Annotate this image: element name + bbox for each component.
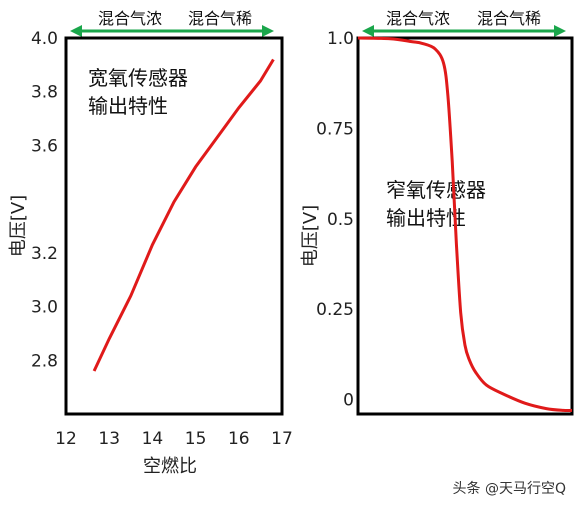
wide-series-line bbox=[92, 58, 275, 372]
narrow-y-ticks: 1.0 0.75 0.5 0.25 0 bbox=[316, 29, 354, 411]
narrow-plot-frame bbox=[356, 36, 574, 416]
watermark: 头条 @天马行空Q bbox=[453, 480, 566, 497]
wide-x-axis-label: 空燃比 bbox=[143, 456, 197, 477]
narrow-y-tick-label: 1.0 bbox=[327, 29, 354, 49]
wide-x-tick-label: 14 bbox=[142, 429, 164, 449]
narrow-y-tick-label: 0 bbox=[343, 391, 354, 411]
narrow-series-line bbox=[357, 36, 573, 413]
wide-y-ticks: 2.8 3.0 3.2 3.6 3.8 4.0 bbox=[31, 29, 58, 371]
wide-y-tick-label: 3.6 bbox=[31, 136, 58, 156]
wide-y-axis-label: 电压[V] bbox=[8, 195, 29, 257]
wide-y-tick-label: 3.0 bbox=[31, 298, 58, 318]
wide-x-tick-label: 17 bbox=[271, 429, 293, 449]
narrow-lean-label: 混合气稀 bbox=[477, 9, 541, 28]
wide-annotation-line-1: 宽氧传感器 bbox=[88, 66, 188, 90]
narrow-annotation-line-2: 输出特性 bbox=[386, 206, 466, 230]
wide-sensor-chart: 混合气浓 混合气稀 2.83.03.23.63.84.0 12 13 14 15 16 1… bbox=[8, 9, 293, 477]
wide-plot-frame bbox=[64, 36, 284, 416]
narrow-y-tick-label: 0.25 bbox=[316, 300, 354, 320]
wide-y-tick-label: 3.2 bbox=[31, 244, 58, 264]
narrow-y-axis-label: 电压[V] bbox=[300, 205, 321, 267]
wide-annotation-line-2: 输出特性 bbox=[88, 94, 168, 118]
wide-rich-label: 混合气浓 bbox=[98, 9, 162, 28]
wide-y-tick-label: 2.8 bbox=[31, 351, 58, 371]
narrow-y-tick-label: 0.5 bbox=[327, 210, 354, 230]
wide-x-tick-label: 15 bbox=[185, 429, 207, 449]
narrow-rich-label: 混合气浓 bbox=[386, 9, 450, 28]
wide-x-tick-label: 16 bbox=[228, 429, 250, 449]
wide-x-ticks: 12 13 14 15 16 17 bbox=[55, 429, 293, 449]
narrow-sensor-chart: 混合气浓 混合气稀 1.0 0.75 0.5 0.25 0 电压[V] 窄氧传感器 输出… bbox=[300, 9, 574, 416]
wide-y-tick-label: 4.0 bbox=[31, 29, 58, 49]
narrow-annotation-line-1: 窄氧传感器 bbox=[386, 178, 486, 202]
wide-y-tick-label: 3.8 bbox=[31, 83, 58, 103]
narrow-mixture-arrow bbox=[362, 25, 566, 37]
wide-x-tick-label: 13 bbox=[98, 429, 120, 449]
wide-lean-label: 混合气稀 bbox=[188, 9, 252, 28]
wide-x-tick-label: 12 bbox=[55, 429, 77, 449]
wide-mixture-arrow bbox=[70, 25, 274, 37]
narrow-y-tick-label: 0.75 bbox=[316, 119, 354, 139]
